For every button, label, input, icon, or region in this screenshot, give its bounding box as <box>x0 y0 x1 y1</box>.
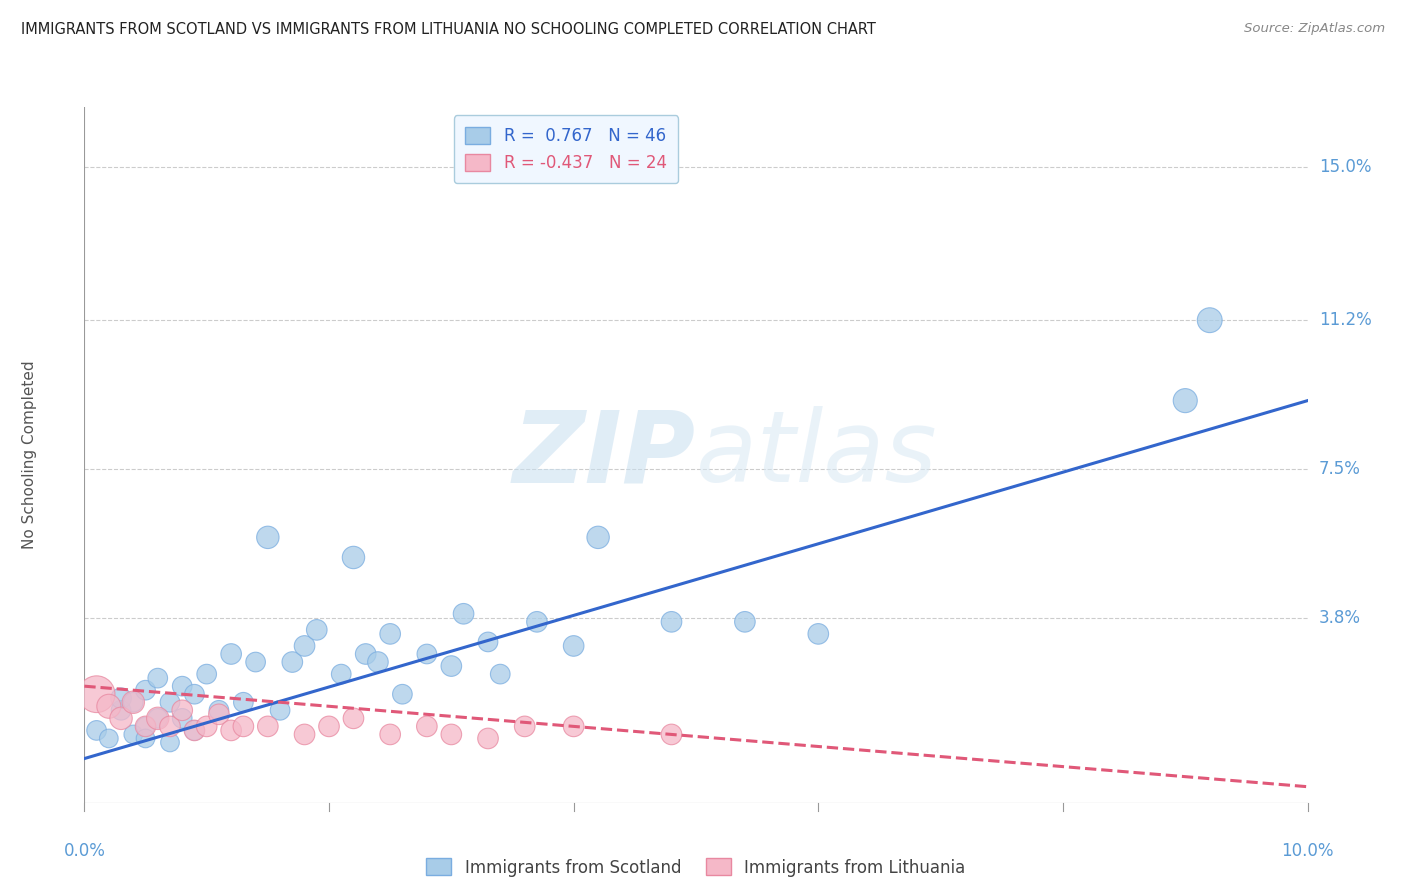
Point <box>219 723 242 738</box>
Point <box>86 687 108 701</box>
Point <box>110 703 132 717</box>
Point <box>562 639 585 653</box>
Point <box>477 635 499 649</box>
Point <box>122 727 145 741</box>
Point <box>294 727 316 741</box>
Point <box>135 719 157 733</box>
Point <box>489 667 512 681</box>
Text: IMMIGRANTS FROM SCOTLAND VS IMMIGRANTS FROM LITHUANIA NO SCHOOLING COMPLETED COR: IMMIGRANTS FROM SCOTLAND VS IMMIGRANTS F… <box>21 22 876 37</box>
Point <box>440 659 463 673</box>
Point <box>1198 313 1220 327</box>
Point <box>135 683 157 698</box>
Point <box>146 711 169 725</box>
Point <box>97 699 120 714</box>
Point <box>232 719 254 733</box>
Point <box>183 723 205 738</box>
Point <box>257 530 280 544</box>
Point <box>562 719 585 733</box>
Point <box>146 671 169 685</box>
Point <box>354 647 377 661</box>
Point <box>380 627 402 641</box>
Point <box>440 727 463 741</box>
Point <box>172 711 194 725</box>
Point <box>330 667 353 681</box>
Point <box>172 703 194 717</box>
Point <box>208 707 231 722</box>
Point <box>159 719 181 733</box>
Point <box>135 719 157 733</box>
Point <box>661 615 683 629</box>
Point <box>513 719 536 733</box>
Point <box>526 615 548 629</box>
Point <box>661 727 683 741</box>
Point <box>172 679 194 693</box>
Text: 15.0%: 15.0% <box>1319 159 1371 177</box>
Point <box>416 647 439 661</box>
Point <box>195 667 218 681</box>
Point <box>257 719 280 733</box>
Point <box>110 711 132 725</box>
Point <box>416 719 439 733</box>
Point <box>342 711 364 725</box>
Point <box>122 695 145 709</box>
Point <box>122 695 145 709</box>
Text: 11.2%: 11.2% <box>1319 311 1371 329</box>
Text: 7.5%: 7.5% <box>1319 460 1361 478</box>
Point <box>342 550 364 565</box>
Point <box>135 731 157 746</box>
Point <box>734 615 756 629</box>
Point <box>380 727 402 741</box>
Point <box>294 639 316 653</box>
Point <box>110 691 132 706</box>
Point <box>807 627 830 641</box>
Point <box>318 719 340 733</box>
Point <box>391 687 413 701</box>
Text: atlas: atlas <box>696 407 938 503</box>
Point <box>477 731 499 746</box>
Text: 0.0%: 0.0% <box>63 842 105 860</box>
Point <box>159 735 181 749</box>
Point <box>586 530 609 544</box>
Point <box>183 687 205 701</box>
Legend: Immigrants from Scotland, Immigrants from Lithuania: Immigrants from Scotland, Immigrants fro… <box>418 850 974 885</box>
Point <box>1174 393 1197 408</box>
Point <box>86 723 108 738</box>
Text: No Schooling Completed: No Schooling Completed <box>22 360 37 549</box>
Point <box>183 723 205 738</box>
Point <box>146 711 169 725</box>
Point <box>232 695 254 709</box>
Point <box>453 607 475 621</box>
Point <box>281 655 304 669</box>
Text: Source: ZipAtlas.com: Source: ZipAtlas.com <box>1244 22 1385 36</box>
Point <box>97 731 120 746</box>
Point <box>269 703 291 717</box>
Point <box>367 655 389 669</box>
Text: ZIP: ZIP <box>513 407 696 503</box>
Point <box>219 647 242 661</box>
Text: 10.0%: 10.0% <box>1281 842 1334 860</box>
Text: 3.8%: 3.8% <box>1319 609 1361 627</box>
Point <box>245 655 267 669</box>
Point <box>305 623 328 637</box>
Point <box>208 703 231 717</box>
Point <box>195 719 218 733</box>
Point <box>159 695 181 709</box>
